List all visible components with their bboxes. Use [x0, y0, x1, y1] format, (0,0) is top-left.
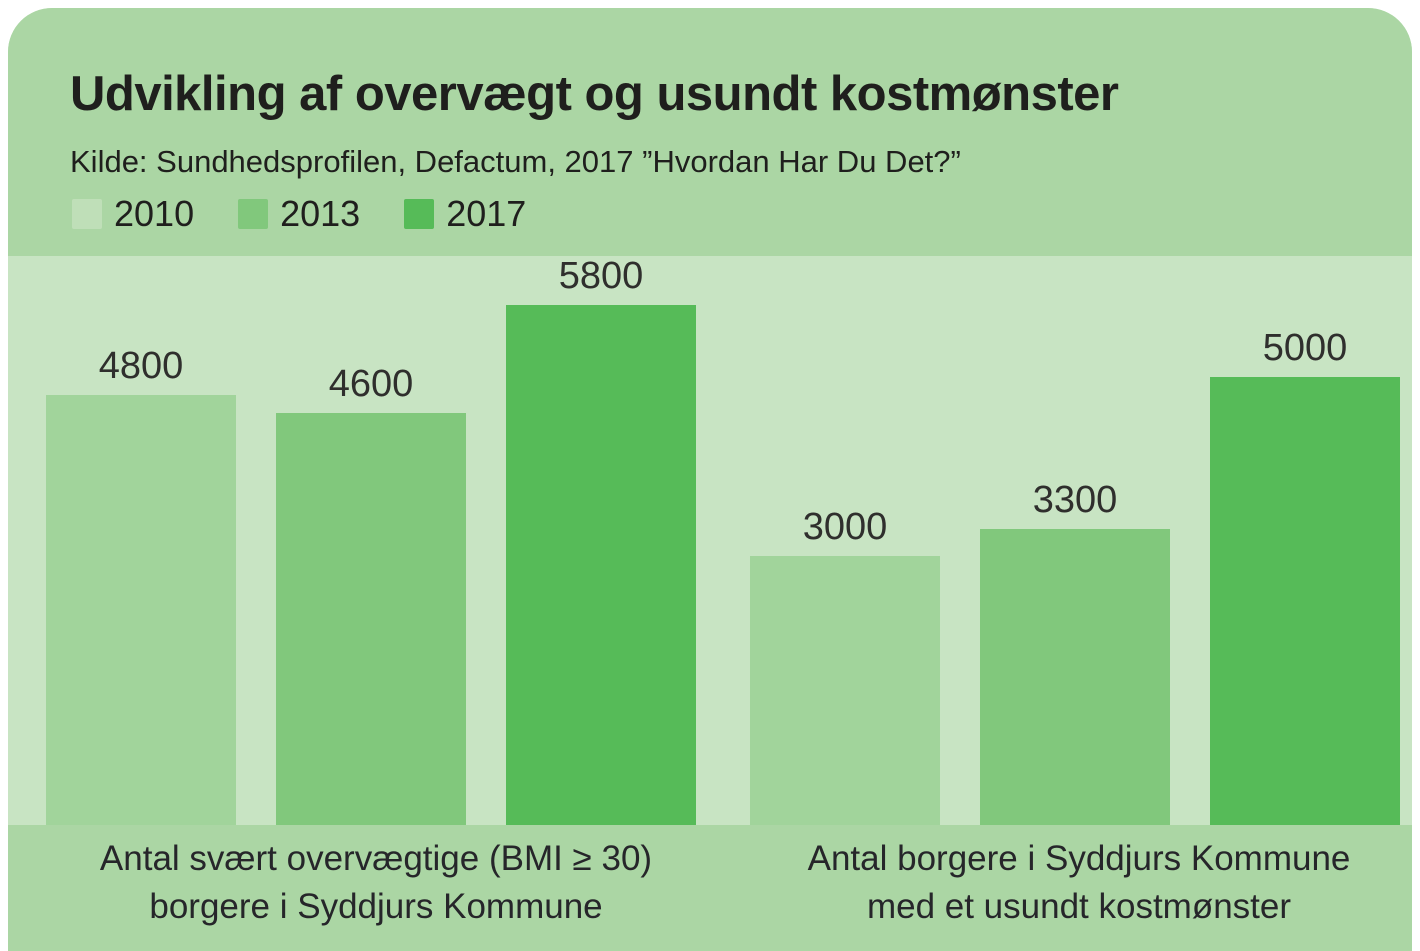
category-label-band: Antal svært overvægtige (BMI ≥ 30) borge… [8, 825, 1412, 951]
bar-value-label: 4600 [328, 363, 414, 405]
bar-rect [46, 395, 236, 825]
bar-value-label: 3300 [1032, 479, 1118, 521]
chart-title: Udvikling af overvægt og usundt kostmøns… [70, 67, 1119, 121]
bar-value-label: 5000 [1262, 327, 1348, 369]
chart-source: Kilde: Sundhedsprofilen, Defactum, 2017 … [70, 144, 961, 179]
legend-label: 2017 [446, 193, 527, 234]
legend-item-2013: 2013 [238, 196, 360, 232]
bar-rect [276, 413, 466, 825]
bar-2017-group2: 5000 [1210, 329, 1400, 825]
legend: 2010 2013 2017 [72, 196, 526, 232]
bar-value-label: 4800 [98, 345, 184, 387]
category-label-unhealthy-diet: Antal borgere i Syddjurs Kommune med et … [807, 839, 1351, 926]
legend-swatch-2013 [238, 199, 269, 229]
category-label-overweight: Antal svært overvægtige (BMI ≥ 30) borge… [99, 839, 653, 926]
bar-group-unhealthy-diet: 3000 3300 5000 [750, 329, 1400, 825]
legend-label: 2010 [114, 193, 195, 234]
bar-group-overweight: 4800 4600 5800 [46, 257, 696, 825]
chart-area: 4800 4600 5800 3000 3300 5000 [8, 256, 1412, 825]
bar-rect [1210, 377, 1400, 825]
legend-label: 2013 [280, 193, 361, 234]
bar-value-label: 3000 [802, 506, 888, 548]
bar-2010-group2: 3000 [750, 508, 940, 825]
legend-swatch-2017 [404, 199, 435, 229]
bar-value-label: 5800 [558, 255, 644, 297]
bar-rect [506, 305, 696, 825]
legend-swatch-2010 [72, 199, 102, 229]
legend-item-2017: 2017 [404, 196, 526, 232]
bar-2010-group1: 4800 [46, 347, 236, 825]
bar-2013-group1: 4600 [276, 365, 466, 825]
bar-rect [980, 529, 1170, 825]
legend-item-2010: 2010 [72, 196, 194, 232]
bar-2017-group1: 5800 [506, 257, 696, 825]
bar-rect [750, 556, 940, 825]
bar-2013-group2: 3300 [980, 481, 1170, 825]
infographic-panel: Udvikling af overvægt og usundt kostmøns… [8, 8, 1412, 951]
header-band: Udvikling af overvægt og usundt kostmøns… [8, 8, 1412, 256]
